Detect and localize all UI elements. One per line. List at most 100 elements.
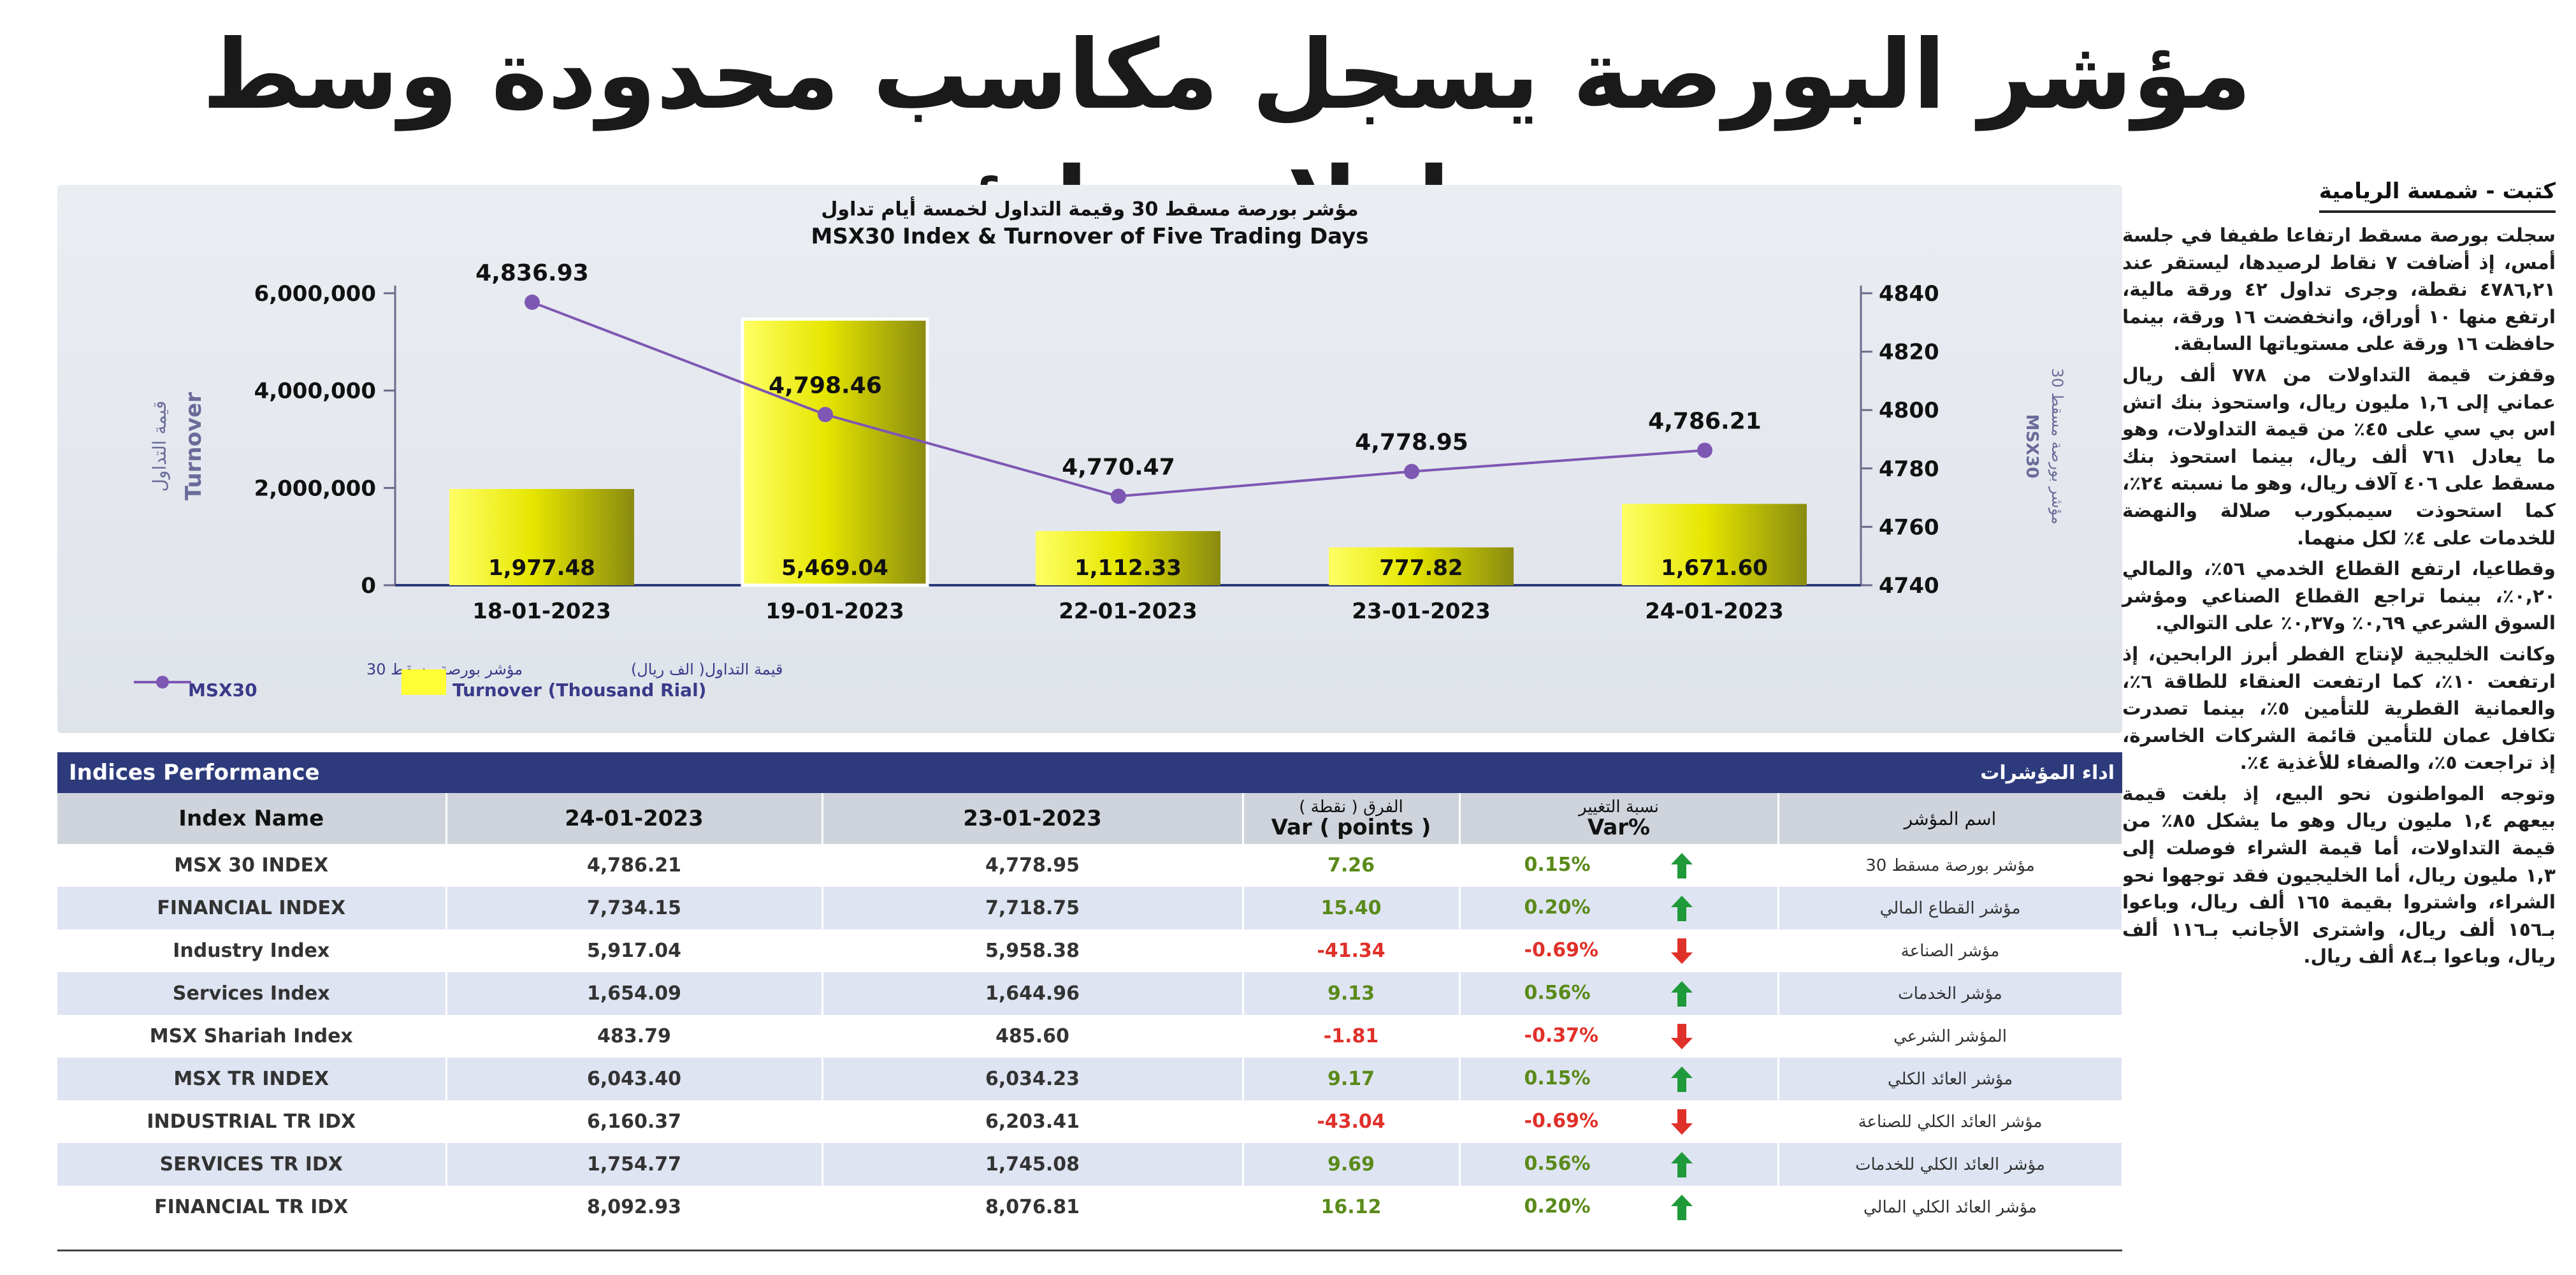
arrow-down-icon: [1670, 1109, 1693, 1135]
headline: مؤشر البورصة يسجل مكاسب محدودة وسط تداول…: [202, 20, 2253, 258]
x-tick-label: 24-01-2023: [1645, 599, 1783, 624]
table-title-bar: Indices Performance اداء المؤشرات: [57, 752, 2122, 793]
var-percent-cell: -0.69%: [1459, 1100, 1779, 1143]
value-date-2-cell: 1,745.08: [822, 1143, 1244, 1186]
header-index-name: Index Name: [57, 793, 447, 844]
indices-table-section: Indices Performance اداء المؤشرات Index …: [57, 752, 2124, 1256]
var-percent-cell: -0.37%: [1459, 1015, 1779, 1058]
table-title-ar: اداء المؤشرات: [1980, 761, 2115, 784]
turnover-bar-label: 1,977.48: [488, 555, 595, 581]
header-var-ar: الفرق ( نقطة ): [1299, 798, 1403, 817]
index-name-ar-cell: مؤشر القطاع المالي: [1778, 887, 2124, 929]
table-row: MSX 30 INDEX 4,786.21 4,778.95 7.26 0.15% مؤش…: [57, 844, 2124, 887]
var-percent-value: -0.37%: [1524, 1024, 1599, 1047]
index-name-cell: Industry Index: [57, 929, 447, 972]
value-date-2-cell: 6,034.23: [822, 1058, 1244, 1100]
var-points-cell: 9.69: [1243, 1143, 1461, 1186]
table-row: SERVICES TR IDX 1,754.77 1,745.08 9.69 0.56%…: [57, 1143, 2124, 1186]
turnover-bar-label: 5,469.04: [781, 555, 888, 581]
index-name-cell: Services Index: [57, 972, 447, 1015]
x-tick-label: 18-01-2023: [472, 599, 611, 624]
index-name-ar-cell: مؤشر الخدمات: [1778, 972, 2124, 1015]
article-paragraph: وتوجه المواطنون نحو البيع، إذ بلغت قيمة …: [2122, 782, 2556, 968]
value-date-1-cell: 8,092.93: [446, 1186, 823, 1228]
right-axis-tick-label: 4840: [1879, 281, 1939, 307]
bottom-rule: [57, 1250, 2122, 1251]
value-date-1-cell: 6,043.40: [446, 1058, 823, 1100]
legend-msx30: MSX30: [188, 680, 257, 701]
header-date-1: 24-01-2023: [446, 793, 823, 844]
left-axis-title-ar: قيمة التداول: [149, 400, 170, 492]
index-name-cell: MSX Shariah Index: [57, 1015, 447, 1058]
msx30-point: [1404, 463, 1419, 479]
var-percent-value: 0.20%: [1524, 1195, 1591, 1218]
arrow-up-icon: [1670, 1066, 1693, 1092]
value-date-1-cell: 1,654.09: [446, 972, 823, 1015]
table-title: Indices Performance: [69, 760, 320, 785]
turnover-bar: [449, 489, 634, 585]
value-date-2-cell: 1,644.96: [822, 972, 1244, 1015]
right-axis-title-ar: مؤشر بورصة مسقط 30: [2048, 368, 2066, 524]
var-points-cell: -43.04: [1243, 1100, 1461, 1143]
var-percent-cell: 0.56%: [1459, 1143, 1779, 1186]
turnover-bar: [1329, 547, 1514, 585]
index-name-ar-cell: مؤشر بورصة مسقط 30: [1778, 844, 2124, 887]
table-row: MSX TR INDEX 6,043.40 6,034.23 9.17 0.15% مؤش…: [57, 1058, 2124, 1100]
var-percent-cell: -0.69%: [1459, 929, 1779, 972]
header-index-name-ar: اسم المؤشر: [1778, 793, 2124, 844]
turnover-bar-label: 1,671.60: [1661, 555, 1768, 581]
x-tick-label: 19-01-2023: [765, 599, 904, 624]
index-name-ar-cell: مؤشر العائد الكلي للخدمات: [1778, 1143, 2124, 1186]
table-row: FINANCIAL TR IDX 8,092.93 8,076.81 16.12 0.2…: [57, 1186, 2124, 1228]
msx30-point-label: 4,786.21: [1648, 408, 1762, 434]
turnover-bar: [1036, 531, 1220, 585]
value-date-1-cell: 483.79: [446, 1015, 823, 1058]
article-paragraph: وكانت الخليجية لإنتاج الفطر أبرز الرابحي…: [2122, 643, 2556, 774]
right-axis-tick-label: 4740: [1879, 573, 1939, 599]
var-points-cell: -1.81: [1243, 1015, 1461, 1058]
byline: كتبت - شمسة الريامية: [2319, 178, 2556, 213]
right-axis-tick-label: 4760: [1879, 514, 1939, 540]
right-axis-tick-label: 4780: [1879, 456, 1939, 482]
value-date-2-cell: 5,958.38: [822, 929, 1244, 972]
arrow-up-icon: [1670, 852, 1693, 878]
var-percent-value: 0.20%: [1524, 896, 1591, 919]
value-date-2-cell: 8,076.81: [822, 1186, 1244, 1228]
chart-title: MSX30 Index & Turnover of Five Trading D…: [811, 224, 1368, 249]
arrow-up-icon: [1670, 895, 1693, 921]
right-axis-title: MSX30: [2022, 414, 2041, 479]
indices-table: Index Name 24-01-2023 23-01-2023 الفرق (…: [57, 793, 2124, 1228]
msx30-point-label: 4,798.46: [769, 372, 882, 398]
chart-title-ar: مؤشر بورصة مسقط 30 وقيمة التداول لخمسة أ…: [821, 196, 1358, 221]
arrow-up-icon: [1670, 1194, 1693, 1220]
msx30-point-label: 4,770.47: [1062, 454, 1175, 480]
value-date-2-cell: 4,778.95: [822, 844, 1244, 887]
header-var-en: Var ( points ): [1271, 815, 1431, 840]
header-date-2: 23-01-2023: [822, 793, 1244, 844]
var-percent-value: -0.69%: [1524, 1110, 1599, 1132]
chart: مؤشر بورصة مسقط 30 وقيمة التداول لخمسة أ…: [134, 196, 2066, 701]
msx30-point: [818, 407, 833, 423]
index-name-ar-cell: مؤشر العائد الكلي المالي: [1778, 1186, 2124, 1228]
left-axis-tick-label: 6,000,000: [254, 281, 376, 307]
right-axis-tick-label: 4820: [1879, 340, 1939, 365]
table-row: INDUSTRIAL TR IDX 6,160.37 6,203.41 -43.04 -…: [57, 1100, 2124, 1143]
value-date-1-cell: 4,786.21: [446, 844, 823, 887]
var-percent-cell: 0.20%: [1459, 887, 1779, 929]
msx30-point-label: 4,836.93: [475, 260, 589, 286]
var-points-cell: 16.12: [1243, 1186, 1461, 1228]
var-percent-value: 0.56%: [1524, 1153, 1591, 1175]
index-name-cell: SERVICES TR IDX: [57, 1143, 447, 1186]
table-row: MSX Shariah Index 483.79 485.60 -1.81 -0.37%…: [57, 1015, 2124, 1058]
chart-panel: مؤشر بورصة مسقط 30 وقيمة التداول لخمسة أ…: [57, 185, 2122, 733]
arrow-up-icon: [1670, 980, 1693, 1007]
index-name-cell: MSX TR INDEX: [57, 1058, 447, 1100]
var-percent-value: 0.15%: [1524, 854, 1591, 876]
table-header-row: Index Name 24-01-2023 23-01-2023 الفرق (…: [57, 793, 2124, 844]
msx30-point: [525, 295, 540, 310]
header-pct-ar: نسبة التغيير: [1578, 798, 1660, 817]
header-pct-en: Var%: [1587, 815, 1651, 840]
msx30-point: [1111, 488, 1126, 504]
left-axis-tick-label: 4,000,000: [254, 379, 376, 404]
var-points-cell: 9.17: [1243, 1058, 1461, 1100]
